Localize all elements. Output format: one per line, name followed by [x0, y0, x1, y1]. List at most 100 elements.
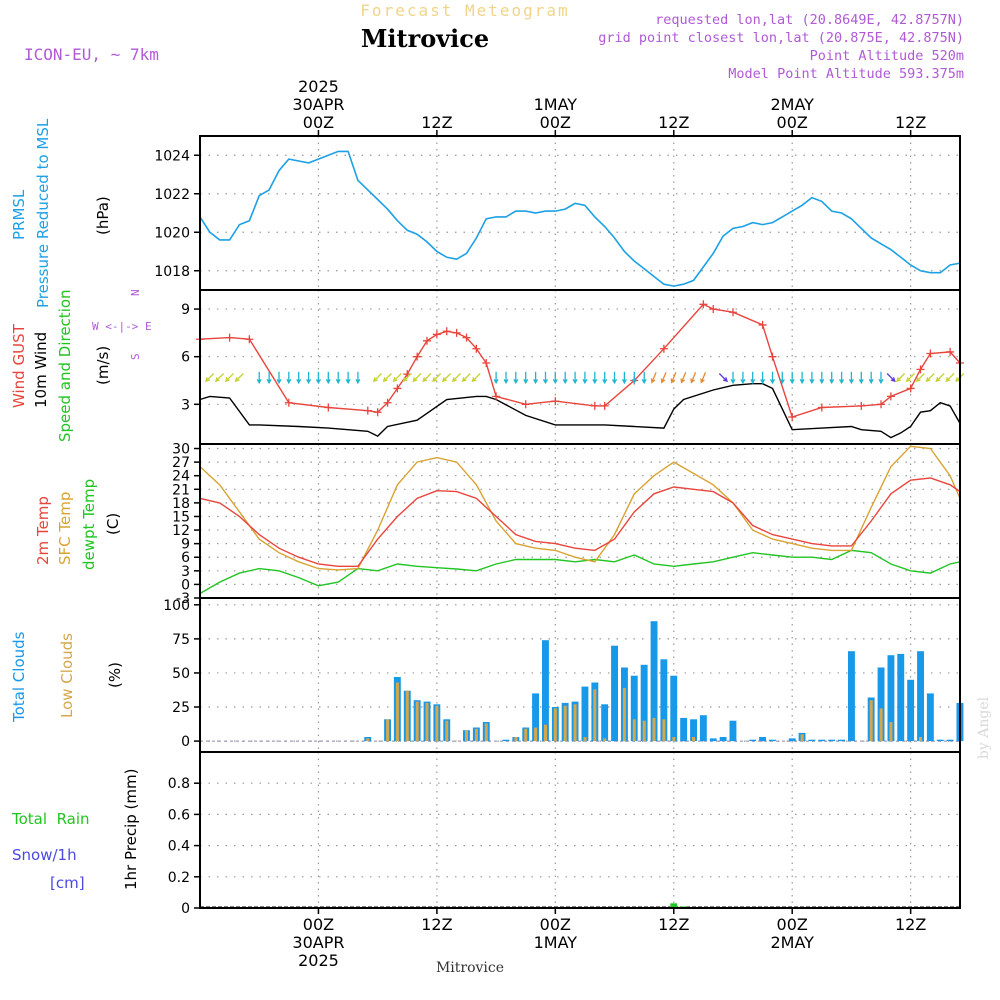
wind-direction-arrow — [631, 371, 637, 385]
snow-label: Snow/1h — [12, 846, 77, 864]
y-tick-label: -3 — [176, 591, 190, 607]
low-cloud-bar — [445, 720, 449, 742]
wind-direction-arrow — [422, 373, 432, 383]
wind-direction-arrow — [660, 372, 667, 384]
wind-direction-arrow — [503, 371, 509, 385]
bottom-time-label: 00Z — [540, 915, 571, 934]
wind-direction-arrow — [760, 371, 766, 385]
gust-marker — [373, 408, 382, 417]
total-cloud-bar — [788, 738, 796, 742]
total-cloud-bar — [808, 739, 816, 742]
point-altitude: Point Altitude 520m — [810, 48, 964, 64]
gust-marker — [225, 333, 234, 342]
total-cloud-bar — [581, 686, 589, 742]
gust-marker — [758, 320, 767, 329]
wind-direction-arrow — [905, 373, 915, 383]
y-tick-label: 0 — [181, 901, 190, 917]
wind-direction-arrow — [286, 371, 292, 385]
bottom-time-label: 1MAY — [534, 933, 578, 952]
y-tick-label: 6 — [181, 350, 190, 366]
gust-marker — [393, 384, 402, 393]
bottom-time-label: 12Z — [658, 915, 689, 934]
y-tick-label: 6 — [181, 550, 190, 566]
total-cloud-bar — [680, 717, 688, 742]
gust-marker — [245, 335, 254, 344]
low-cloud-bar — [632, 719, 636, 742]
low-cloud-bar — [425, 702, 429, 742]
total-cloud-bar — [936, 739, 944, 742]
top-time-label: 2025 — [298, 77, 339, 96]
top-time-label: 1MAY — [534, 95, 578, 114]
total-cloud-bar — [709, 738, 717, 742]
wind-direction-arrow — [325, 371, 331, 385]
wind-direction-arrow — [690, 372, 697, 384]
y-tick-label: 0.6 — [168, 807, 190, 823]
top-time-label: 12Z — [421, 113, 452, 132]
gust-marker — [492, 392, 501, 401]
total-cloud-bar — [630, 675, 638, 742]
total-cloud-bar — [601, 704, 609, 742]
low-cloud-bar — [544, 724, 547, 742]
bottom-time-label: 2MAY — [770, 933, 814, 952]
wind-direction-arrow — [451, 373, 461, 383]
total-cloud-bar — [729, 720, 737, 742]
total-cloud-bar — [749, 739, 757, 742]
low-cloud-bar — [603, 738, 607, 742]
gust-marker — [659, 344, 668, 353]
wind-direction-arrow — [513, 371, 519, 385]
wind-direction-arrow — [915, 373, 925, 383]
temp-unit-label: (C) — [104, 513, 122, 535]
prmsl-label: PRMSL — [10, 189, 28, 240]
wind-unit-label: (m/s) — [94, 346, 112, 385]
location-title: Mitrovice — [361, 24, 489, 53]
total-cloud-bar — [838, 739, 845, 742]
wind-direction-arrow — [493, 371, 499, 385]
wind-direction-arrow — [886, 373, 896, 383]
bottom-time-label: 12Z — [895, 915, 926, 934]
y-tick-label: 9 — [181, 537, 190, 553]
gust-marker — [551, 397, 560, 406]
gust-marker — [462, 333, 471, 342]
y-tick-label: 25 — [172, 700, 190, 716]
panel-frame — [199, 597, 961, 753]
total-cloud-bar — [946, 739, 954, 742]
top-time-label: 12Z — [658, 113, 689, 132]
y-tick-label: 0.4 — [168, 839, 190, 855]
gust-marker — [442, 327, 451, 336]
gust-marker — [432, 330, 441, 339]
low-cloud-bar — [672, 737, 676, 742]
gust-marker — [857, 401, 866, 410]
wind-labels: Wind GUST 10m Wind Speed and Direction (… — [10, 289, 152, 442]
wind-direction-arrow — [858, 371, 864, 385]
wind-direction-arrow — [740, 371, 746, 385]
total-cloud-bar — [848, 651, 855, 742]
y-tick-label: 0 — [181, 577, 190, 593]
y-tick-label: 3 — [181, 564, 190, 580]
low-cloud-bar — [386, 719, 390, 742]
wind-direction-arrow — [471, 373, 481, 383]
clouds-unit-label: (%) — [106, 662, 124, 688]
wind-gust-line — [199, 303, 961, 418]
sfc-temp-line — [199, 445, 961, 571]
bottom-time-label: 00Z — [777, 915, 808, 934]
panel-frame — [199, 751, 961, 909]
low-cloud-bar — [593, 689, 597, 742]
total-clouds-label: Total Clouds — [10, 631, 28, 723]
total-cloud-bar — [660, 659, 668, 742]
top-time-label: 00Z — [777, 113, 808, 132]
product-title: Forecast Meteogram — [360, 1, 569, 20]
gust-marker — [906, 384, 915, 393]
gust-marker — [946, 347, 955, 356]
gust-marker — [728, 308, 737, 317]
low-cloud-bar — [583, 737, 587, 742]
gust-marker — [926, 349, 935, 358]
low-cloud-bar — [484, 723, 488, 742]
y-tick-label: 30 — [172, 442, 190, 458]
gust-marker — [600, 401, 609, 410]
credit-watermark: by Angel — [976, 696, 992, 759]
total-cloud-bar — [818, 739, 826, 742]
low-cloud-bar — [622, 687, 626, 742]
wind-direction-arrow — [234, 373, 244, 383]
model-label: ICON-EU, ~ 7km — [24, 45, 159, 64]
